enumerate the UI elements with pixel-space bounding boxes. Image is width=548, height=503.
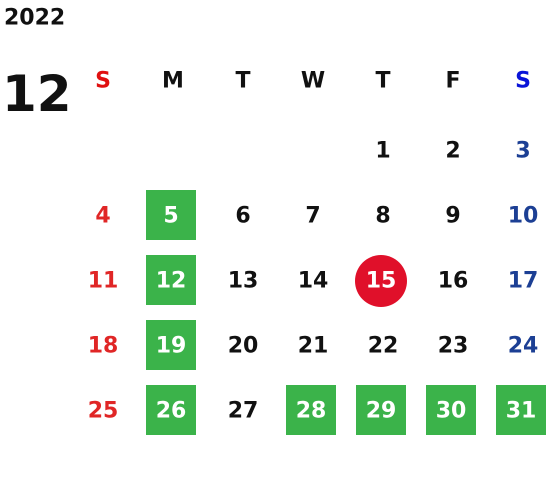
day-number: 17 [508, 269, 539, 294]
day-number: 5 [163, 204, 178, 229]
day-number: 31 [506, 399, 537, 424]
day-number: 18 [88, 334, 119, 359]
day-number: 29 [366, 399, 397, 424]
day-number: 12 [156, 269, 187, 294]
highlight-box [356, 385, 406, 435]
day-number: 7 [305, 204, 320, 229]
day-number: 30 [436, 399, 467, 424]
day-number: 23 [438, 334, 469, 359]
weekday-header: S [95, 69, 111, 94]
day-number: 14 [298, 269, 329, 294]
highlight-box [426, 385, 476, 435]
weekday-header: W [301, 69, 325, 94]
day-number: 28 [296, 399, 327, 424]
day-number: 21 [298, 334, 329, 359]
day-number: 9 [445, 204, 460, 229]
today-marker [355, 255, 407, 307]
day-number: 20 [228, 334, 259, 359]
day-number: 19 [156, 334, 187, 359]
day-number: 15 [366, 269, 397, 294]
day-number: 4 [95, 204, 110, 229]
day-number: 26 [156, 399, 187, 424]
weekday-header: S [515, 69, 531, 94]
day-number: 6 [235, 204, 250, 229]
day-number: 1 [375, 139, 390, 164]
highlight-box [146, 190, 196, 240]
day-number: 24 [508, 334, 539, 359]
day-number: 13 [228, 269, 259, 294]
year: 2022 [4, 6, 65, 31]
highlight-box [146, 385, 196, 435]
day-number: 10 [508, 204, 539, 229]
weekday-header: T [235, 69, 250, 94]
highlight-box [496, 385, 546, 435]
day-number: 22 [368, 334, 399, 359]
highlight-box [146, 255, 196, 305]
month: 12 [2, 65, 72, 123]
day-number: 11 [88, 269, 119, 294]
day-number: 3 [515, 139, 530, 164]
highlight-box [146, 320, 196, 370]
weekday-header: F [445, 69, 460, 94]
highlight-box [286, 385, 336, 435]
weekday-header: M [162, 69, 184, 94]
weekday-header: T [375, 69, 390, 94]
day-number: 2 [445, 139, 460, 164]
day-number: 25 [88, 399, 119, 424]
day-number: 27 [228, 399, 259, 424]
day-number: 16 [438, 269, 469, 294]
day-number: 8 [375, 204, 390, 229]
